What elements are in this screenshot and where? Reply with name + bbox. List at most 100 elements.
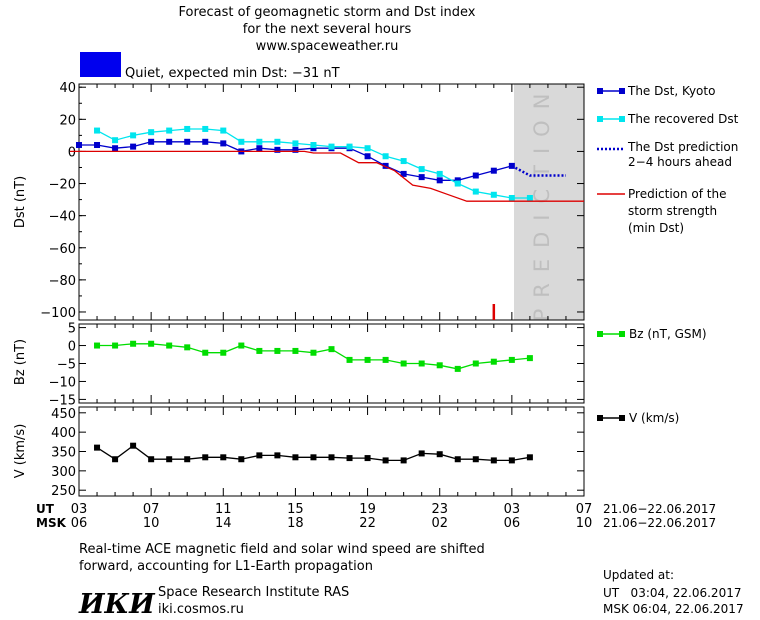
legend-bz-label: Bz (nT, GSM) <box>629 327 707 341</box>
bz-nt-gsm-point <box>526 355 533 362</box>
y-tick-label: −15 <box>49 393 76 408</box>
legend-storm-label-2: storm strength <box>628 204 717 218</box>
ut-axis-label: UT <box>36 502 55 516</box>
v-km-s-point <box>112 456 119 463</box>
y-tick-label: −20 <box>49 178 76 193</box>
the-recovered-dst-point <box>292 140 299 147</box>
legend-prediction-label-1: The Dst prediction <box>627 140 738 154</box>
msk-axis-label: MSK <box>36 516 67 530</box>
msk-tick-label: 06 <box>504 516 521 531</box>
v-km-s-point <box>346 455 353 462</box>
the-recovered-dst-point <box>346 143 353 150</box>
the-dst-kyoto-point <box>76 142 82 149</box>
the-recovered-dst-point <box>400 158 407 165</box>
the-dst-kyoto-point <box>148 138 155 145</box>
the-recovered-dst-point <box>94 127 101 134</box>
msk-date-range: 21.06−22.06.2017 <box>603 516 716 530</box>
ut-tick-label: 23 <box>431 502 448 517</box>
v-panel-frame <box>78 406 585 497</box>
the-recovered-dst-line <box>96 128 530 199</box>
v-km-s-point <box>508 457 515 464</box>
the-recovered-dst-point <box>184 125 191 132</box>
ut-tick-label: 03 <box>504 502 521 517</box>
legend-v-marker-right <box>619 415 625 421</box>
bz-nt-gsm-point <box>130 340 137 347</box>
legend-v-label: V (km/s) <box>629 411 679 425</box>
v-km-s-point <box>310 454 317 461</box>
dst-axis-label: Dst (nT) <box>13 176 28 228</box>
prediction-band-label: PREDICTION <box>530 83 554 322</box>
msk-tick-label: 02 <box>431 516 448 531</box>
v-km-s-point <box>382 457 389 464</box>
v-km-s-point <box>328 454 335 461</box>
bz-panel-frame <box>78 323 585 404</box>
prediction-band <box>514 84 584 320</box>
bz-nt-gsm-point <box>310 349 317 356</box>
the-recovered-dst-point <box>130 132 137 139</box>
legend-storm-label-3: (min Dst) <box>628 221 684 235</box>
v-km-s-point <box>274 452 281 459</box>
v-km-s-point <box>418 450 425 457</box>
msk-tick-label: 06 <box>71 516 88 531</box>
the-recovered-dst-point <box>454 180 461 187</box>
v-km-s-point <box>364 455 371 462</box>
bz-nt-gsm-point <box>382 356 389 363</box>
legend-kyoto-marker-left <box>597 88 603 94</box>
the-dst-kyoto-point <box>112 145 119 152</box>
v-km-s-point <box>490 457 497 464</box>
chart-title-line2: for the next several hours <box>243 22 412 37</box>
ut-tick-label: 11 <box>215 502 232 517</box>
the-dst-kyoto-point <box>364 153 371 160</box>
footer-note-line2: forward, accounting for L1-Earth propaga… <box>79 559 373 574</box>
the-dst-kyoto-point <box>94 142 101 149</box>
the-recovered-dst-point <box>166 127 173 134</box>
legend-recovered-label: The recovered Dst <box>627 112 739 126</box>
y-tick-label: −100 <box>40 306 76 321</box>
updated-label: Updated at: <box>603 568 674 582</box>
bz-nt-gsm-point <box>364 356 371 363</box>
bz-nt-gsm-point <box>508 356 515 363</box>
msk-tick-label: 10 <box>576 516 593 531</box>
the-dst-kyoto-point <box>202 138 209 145</box>
bz-nt-gsm-point <box>256 347 263 354</box>
the-recovered-dst-point <box>256 138 263 145</box>
the-recovered-dst-point <box>490 191 497 198</box>
the-dst-kyoto-point <box>454 177 461 184</box>
footer-note-line1: Real-time ACE magnetic field and solar w… <box>79 542 485 557</box>
bz-nt-gsm-line <box>97 343 530 370</box>
y-tick-label: 450 <box>51 407 76 422</box>
bz-axis-label: Bz (nT) <box>13 339 28 385</box>
the-dst-kyoto-point <box>508 162 515 169</box>
updated-ut: UT 03:04, 22.06.2017 <box>603 586 741 600</box>
prediction-of-the-storm-strength-min-dst-line <box>70 150 584 202</box>
the-recovered-dst-point <box>418 166 425 173</box>
dst-panel: 40 20 0 −20 −40 −60 −80 −100 <box>40 81 585 321</box>
y-tick-label: −40 <box>49 210 76 225</box>
bz-nt-gsm-point <box>400 360 407 367</box>
bz-nt-gsm-point <box>166 342 173 349</box>
bz-nt-gsm-point <box>94 342 101 349</box>
institute-site: iki.cosmos.ru <box>158 602 244 617</box>
v-km-s-point <box>292 454 299 461</box>
ut-date-range: 21.06−22.06.2017 <box>603 502 716 516</box>
bz-nt-gsm-point <box>346 356 353 363</box>
ut-tick-label: 07 <box>143 502 160 517</box>
bz-nt-gsm-point <box>202 349 209 356</box>
bz-nt-gsm-point <box>184 344 191 351</box>
v-km-s-point <box>238 456 245 463</box>
y-tick-label: −60 <box>49 242 76 257</box>
y-tick-label: 20 <box>59 113 76 128</box>
the-dst-kyoto-point <box>130 143 137 150</box>
bz-nt-gsm-point <box>472 360 479 367</box>
ut-tick-label: 15 <box>287 502 304 517</box>
msk-tick-label: 10 <box>143 516 160 531</box>
y-tick-label: −5 <box>57 358 76 373</box>
v-km-s-point <box>202 454 209 461</box>
v-km-s-point <box>184 456 191 463</box>
iki-logo: ИКИ <box>78 589 156 620</box>
the-recovered-dst-point <box>112 137 119 144</box>
bz-nt-gsm-point <box>292 347 299 354</box>
the-dst-kyoto-point <box>220 140 227 147</box>
v-km-s-point <box>454 456 461 463</box>
